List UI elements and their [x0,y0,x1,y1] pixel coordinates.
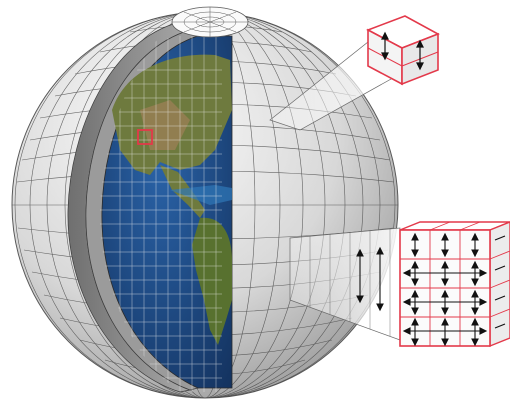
flux-cube [399,221,510,348]
highlighted-grid-cell [137,129,153,145]
vertical-arrows-icon [381,31,424,71]
flux-arrows-icon [402,232,506,347]
south-america-landmass [192,217,232,345]
column-grid-cell [366,15,440,86]
polar-cap [171,6,249,38]
vertical-arrows-icon [356,246,384,312]
